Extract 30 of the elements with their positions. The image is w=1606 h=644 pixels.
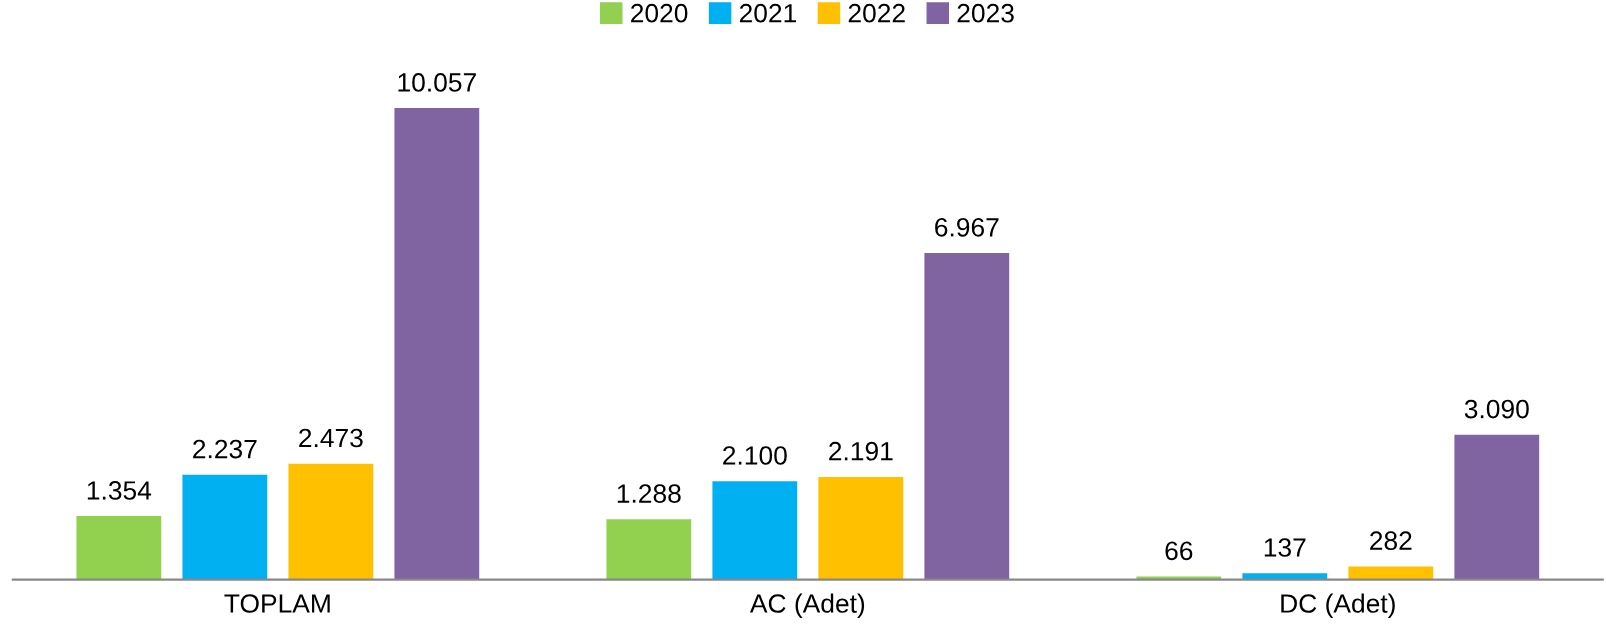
bar (818, 476, 904, 580)
bar (1242, 573, 1328, 580)
bar (924, 252, 1010, 580)
bar (288, 463, 374, 580)
data-label: 282 (1370, 531, 1412, 551)
bar (182, 474, 268, 580)
data-label: 1.354 (87, 481, 152, 500)
data-label: 2.191 (829, 441, 893, 461)
data-label: 1.288 (617, 484, 681, 503)
x-tick-label: TOPLAM (224, 594, 330, 613)
bar (1454, 434, 1540, 580)
data-label: 3.090 (1464, 399, 1529, 419)
bar (394, 108, 480, 580)
legend-label: 2021 (739, 3, 796, 23)
data-label: 2.473 (299, 428, 363, 448)
x-tick-label: DC (Adet) (1281, 593, 1395, 619)
bar (76, 516, 162, 580)
data-label: 10.057 (398, 73, 476, 92)
data-label: 6.967 (935, 217, 999, 237)
legend-label: 2023 (957, 3, 1014, 23)
data-label: 2.100 (723, 446, 787, 465)
x-tick-label: AC (Adet) (749, 593, 865, 619)
legend-label: 2020 (631, 3, 688, 23)
legend-label: 2022 (848, 3, 905, 23)
data-label: 2.237 (193, 439, 257, 459)
bar (712, 481, 798, 580)
data-label: 137 (1264, 538, 1306, 557)
data-label: 66 (1165, 541, 1193, 561)
bar (1348, 566, 1434, 580)
bar (606, 519, 692, 580)
